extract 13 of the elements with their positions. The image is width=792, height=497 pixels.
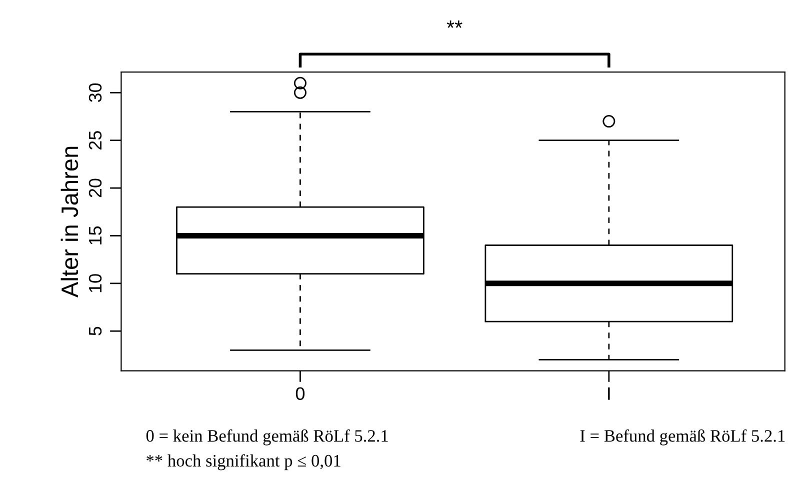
y-tick-label: 30 — [88, 83, 102, 102]
x-tick-label: 0 — [296, 387, 305, 400]
y-axis-title: Alter in Jahren — [60, 146, 78, 298]
text: I = Befund gemäß RöLf 5.2.1 — [580, 429, 785, 446]
y-tick-label: 5 — [89, 326, 102, 336]
text: ** — [446, 20, 462, 28]
text: ** hoch signifikant p ≤ 0,01 — [146, 454, 340, 470]
x-tick-label: I — [608, 387, 610, 400]
text: 0 = kein Befund gemäß RöLf 5.2.1 — [146, 429, 388, 446]
y-tick-label: 25 — [88, 131, 102, 150]
y-tick-label: 10 — [88, 274, 102, 292]
y-tick-label: 15 — [89, 226, 102, 244]
y-tick-label: 20 — [88, 178, 102, 198]
